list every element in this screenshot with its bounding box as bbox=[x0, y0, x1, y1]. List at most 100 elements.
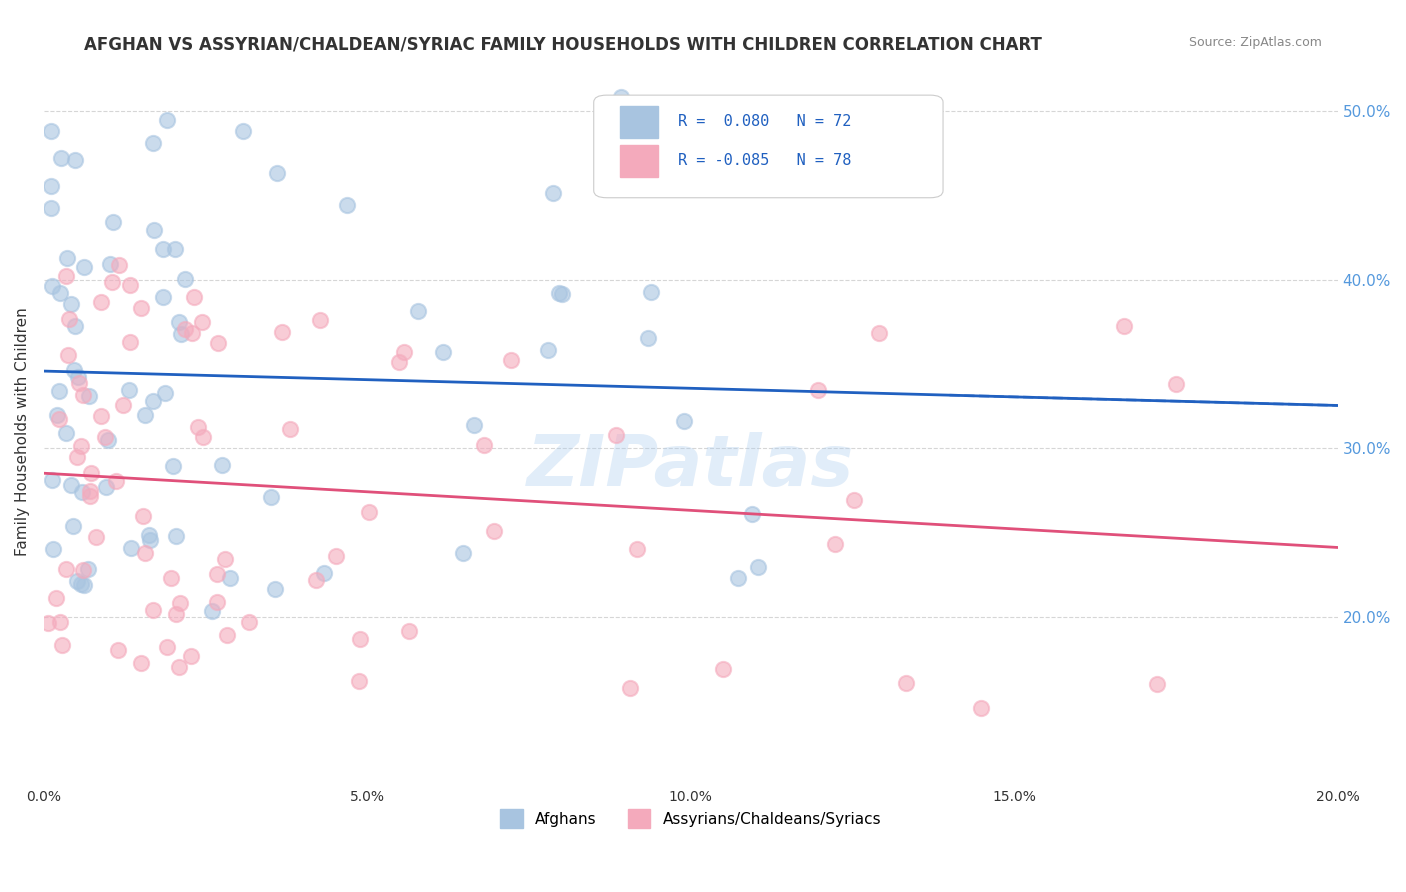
Point bbox=[894, 675, 917, 690]
Point bbox=[160, 571, 183, 585]
Point bbox=[155, 112, 177, 127]
Point bbox=[56, 251, 79, 265]
Point bbox=[605, 427, 627, 442]
Point bbox=[349, 632, 371, 647]
Point bbox=[55, 562, 77, 576]
Point bbox=[451, 546, 474, 560]
Point bbox=[112, 398, 135, 412]
Point bbox=[48, 384, 70, 399]
Point bbox=[1146, 677, 1168, 691]
Point bbox=[132, 509, 155, 524]
Point bbox=[162, 458, 184, 473]
Point bbox=[844, 493, 866, 508]
Y-axis label: Family Households with Children: Family Households with Children bbox=[15, 307, 30, 556]
Point bbox=[312, 566, 335, 580]
Point bbox=[60, 477, 83, 491]
Point bbox=[46, 409, 69, 423]
Point bbox=[824, 537, 846, 551]
Point bbox=[131, 656, 153, 670]
Point bbox=[278, 422, 301, 436]
Point bbox=[1164, 376, 1187, 391]
Point bbox=[205, 595, 228, 609]
Point bbox=[94, 480, 117, 494]
Point bbox=[60, 297, 83, 311]
Point bbox=[63, 363, 86, 377]
Point bbox=[259, 490, 281, 504]
Point bbox=[67, 376, 90, 390]
Point bbox=[309, 313, 332, 327]
Point bbox=[392, 345, 415, 359]
Point bbox=[219, 571, 242, 585]
Point bbox=[134, 546, 156, 560]
Point bbox=[970, 700, 993, 714]
Point bbox=[551, 287, 574, 301]
Point bbox=[73, 578, 96, 592]
FancyBboxPatch shape bbox=[593, 95, 943, 198]
Point bbox=[45, 591, 67, 606]
Point bbox=[165, 529, 187, 543]
Text: Source: ZipAtlas.com: Source: ZipAtlas.com bbox=[1188, 36, 1322, 49]
Point bbox=[673, 414, 696, 428]
Point bbox=[167, 316, 190, 330]
Point bbox=[619, 681, 641, 695]
Point bbox=[170, 326, 193, 341]
Point bbox=[167, 660, 190, 674]
Bar bbox=[620, 145, 658, 177]
Point bbox=[347, 673, 370, 688]
Point bbox=[101, 275, 124, 289]
Point bbox=[173, 272, 195, 286]
Point bbox=[41, 123, 63, 137]
Point bbox=[79, 483, 101, 498]
Point bbox=[142, 223, 165, 237]
Point bbox=[77, 389, 100, 403]
Point bbox=[79, 490, 101, 504]
Point bbox=[120, 335, 142, 350]
Point bbox=[640, 285, 662, 299]
Point bbox=[1114, 319, 1136, 334]
Point bbox=[100, 257, 122, 271]
Point bbox=[55, 426, 77, 441]
Point bbox=[305, 573, 328, 587]
Point bbox=[70, 485, 93, 500]
Point bbox=[108, 258, 131, 272]
Point bbox=[90, 409, 112, 423]
Point bbox=[432, 345, 454, 359]
Point bbox=[472, 438, 495, 452]
Point bbox=[482, 524, 505, 539]
Point bbox=[118, 383, 141, 397]
Point bbox=[156, 640, 179, 655]
Point bbox=[637, 331, 659, 345]
Point bbox=[42, 541, 65, 556]
Point bbox=[118, 277, 141, 292]
Point bbox=[547, 285, 569, 300]
Point bbox=[207, 336, 229, 351]
Point bbox=[66, 450, 89, 464]
Point bbox=[62, 519, 84, 533]
Point bbox=[406, 304, 429, 318]
Point bbox=[120, 541, 142, 556]
Point bbox=[142, 136, 165, 151]
Point bbox=[94, 430, 117, 444]
Point bbox=[264, 582, 287, 596]
Point bbox=[626, 542, 648, 557]
Point bbox=[41, 473, 63, 487]
Point bbox=[129, 301, 152, 315]
Text: R =  0.080   N = 72: R = 0.080 N = 72 bbox=[678, 114, 851, 128]
Point bbox=[266, 166, 288, 180]
Point bbox=[63, 153, 86, 167]
Point bbox=[169, 596, 191, 610]
Point bbox=[90, 295, 112, 310]
Point bbox=[541, 186, 564, 200]
Point bbox=[49, 615, 72, 630]
Point bbox=[41, 279, 63, 293]
Point bbox=[70, 577, 93, 591]
Point bbox=[174, 322, 197, 336]
Point bbox=[142, 603, 165, 617]
Point bbox=[537, 343, 560, 357]
Point bbox=[807, 384, 830, 398]
Point bbox=[84, 530, 107, 544]
Point bbox=[101, 215, 124, 229]
Point bbox=[398, 624, 420, 638]
Point bbox=[191, 315, 214, 329]
Point bbox=[727, 571, 749, 585]
